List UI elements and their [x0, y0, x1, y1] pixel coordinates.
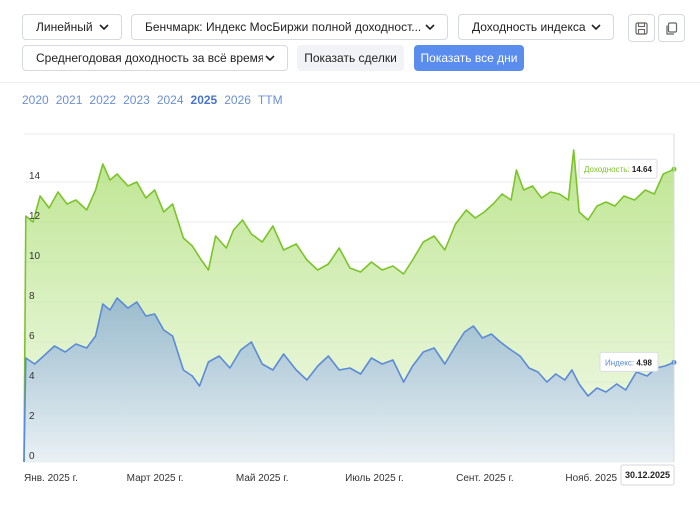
show-trades-button[interactable]: Показать сделки — [297, 45, 404, 71]
chevron-down-icon — [589, 20, 603, 34]
period-select-label: Среднегодовая доходность за всё время — [36, 51, 264, 65]
toolbar-divider — [0, 82, 700, 83]
year-tab-ttm[interactable]: TTM — [257, 93, 283, 107]
series-area-index — [24, 298, 674, 462]
yield-chart: 0 2 4 6 8 10 12 14 Янв. 2025 г. Март 2025 г. Май 2… — [23, 133, 677, 486]
metric-select[interactable]: Доходность индекса — [458, 14, 614, 40]
x-tick-label: Янв. 2025 г. — [24, 473, 78, 484]
year-tab-2021[interactable]: 2021 — [55, 93, 83, 107]
chevron-down-icon — [423, 20, 437, 34]
show-all-days-button[interactable]: Показать все дни — [414, 45, 524, 71]
x-tick-label: Март 2025 г. — [127, 473, 184, 484]
index-value-tooltip: Индекс: 4.98 — [605, 358, 652, 367]
y-tick-label: 2 — [29, 411, 35, 422]
y-tick-label: 0 — [29, 451, 35, 462]
copy-icon[interactable] — [658, 14, 685, 42]
y-tick-label: 6 — [29, 331, 35, 342]
year-tab-2024[interactable]: 2024 — [156, 93, 184, 107]
x-tick-label: Июль 2025 г. — [345, 473, 404, 484]
crosshair-date-label: 30.12.2025 — [625, 470, 670, 480]
y-tick-label: 4 — [29, 371, 35, 382]
index-value-tooltip-box — [599, 351, 659, 372]
y-tick-label: 8 — [29, 291, 35, 302]
year-selector: 2020 2021 2022 2023 2024 2025 2026 TTM — [22, 93, 290, 109]
period-select[interactable]: Среднегодовая доходность за всё время — [22, 45, 288, 71]
toolbar: Линейный Бенчмарк: Индекс МосБиржи полно… — [0, 0, 700, 82]
yield-value-tooltip-box — [578, 158, 658, 179]
series-line-index — [23, 297, 675, 463]
crosshair-date-box — [620, 464, 675, 486]
metric-select-label: Доходность индекса — [472, 20, 586, 34]
chevron-down-icon — [97, 20, 111, 34]
x-tick-label: Нояб. 2025 г. — [565, 472, 625, 484]
x-tick-label: Сент. 2025 г. — [456, 473, 514, 484]
save-icon[interactable] — [628, 14, 655, 42]
scale-select-label: Линейный — [36, 20, 93, 34]
benchmark-select-label: Бенчмарк: Индекс МосБиржи полной доходно… — [145, 20, 422, 34]
series-line-yield — [23, 149, 675, 463]
scale-select[interactable]: Линейный — [22, 14, 122, 40]
x-tick-label: Май 2025 г. — [236, 473, 289, 484]
y-tick-label: 12 — [29, 211, 41, 222]
y-tick-label: 10 — [29, 251, 41, 262]
year-tab-2023[interactable]: 2023 — [123, 93, 150, 107]
benchmark-select[interactable]: Бенчмарк: Индекс МосБиржи полной доходно… — [131, 14, 448, 40]
year-tab-2025[interactable]: 2025 — [190, 93, 218, 107]
chevron-down-icon — [263, 51, 277, 65]
year-tab-2020[interactable]: 2020 — [22, 93, 49, 107]
y-tick-label: 14 — [29, 171, 41, 182]
year-tab-2022[interactable]: 2022 — [89, 93, 117, 107]
year-tab-2026[interactable]: 2026 — [224, 93, 251, 107]
yield-value-tooltip: Доходность: 14.64 — [584, 165, 652, 174]
